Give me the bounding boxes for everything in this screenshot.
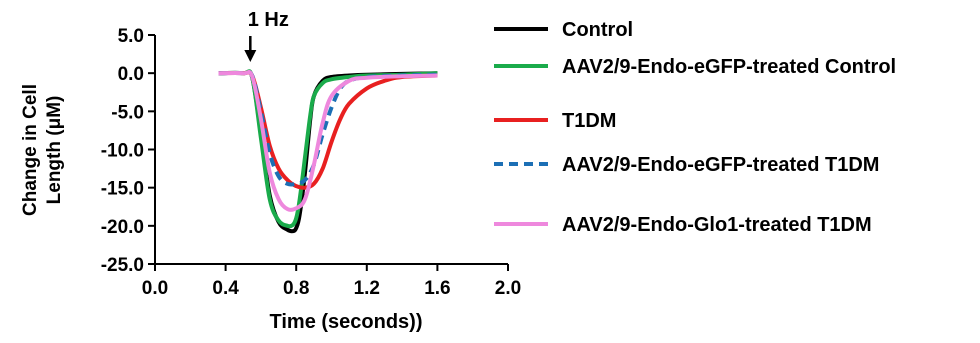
x-tick-label: 0.8 — [283, 278, 309, 299]
legend-label: Control — [562, 19, 633, 41]
legend-label: AAV2/9-Endo-eGFP-treated T1DM — [562, 154, 879, 176]
y-axis-title: Change in Cell Length (μM) — [20, 84, 65, 216]
annotation: 1 Hz — [244, 9, 289, 62]
x-tick-label: 0.0 — [142, 278, 168, 299]
y-tick-label: 5.0 — [118, 26, 144, 47]
x-tick-label: 1.2 — [354, 278, 380, 299]
legend-label: AAV2/9-Endo-Glo1-treated T1DM — [562, 214, 872, 236]
x-axis-title: Time (seconds)) — [270, 311, 423, 333]
y-axis-title-line: Length (μM) — [44, 96, 65, 205]
y-tick-label: -5.0 — [111, 102, 144, 123]
annotation-label: 1 Hz — [248, 9, 289, 31]
y-tick-label: -25.0 — [101, 255, 144, 276]
series-line — [218, 70, 438, 190]
x-tick-label: 1.6 — [424, 278, 450, 299]
arrow-head — [244, 50, 257, 62]
legend-label: AAV2/9-Endo-eGFP-treated Control — [562, 56, 896, 78]
legend-label: T1DM — [562, 110, 616, 132]
series-line — [218, 70, 438, 187]
y-tick-label: -10.0 — [101, 141, 144, 162]
y-tick-label: -20.0 — [101, 217, 144, 238]
x-tick-label: 2.0 — [495, 278, 521, 299]
series-line — [218, 69, 438, 229]
y-axis-title-line: Change in Cell — [20, 84, 41, 216]
axes: 5.00.0-5.0-10.0-15.0-20.0-25.00.0 0.4 0.8 1… — [20, 26, 521, 299]
legend: Control AAV2/9-Endo-eGFP-treated Control T… — [494, 19, 896, 236]
series-line — [218, 70, 438, 212]
y-tick-label: -15.0 — [101, 179, 144, 200]
y-tick-label: 0.0 — [118, 64, 144, 85]
series-lines — [218, 69, 438, 234]
x-tick-label: 0.4 — [212, 278, 239, 299]
